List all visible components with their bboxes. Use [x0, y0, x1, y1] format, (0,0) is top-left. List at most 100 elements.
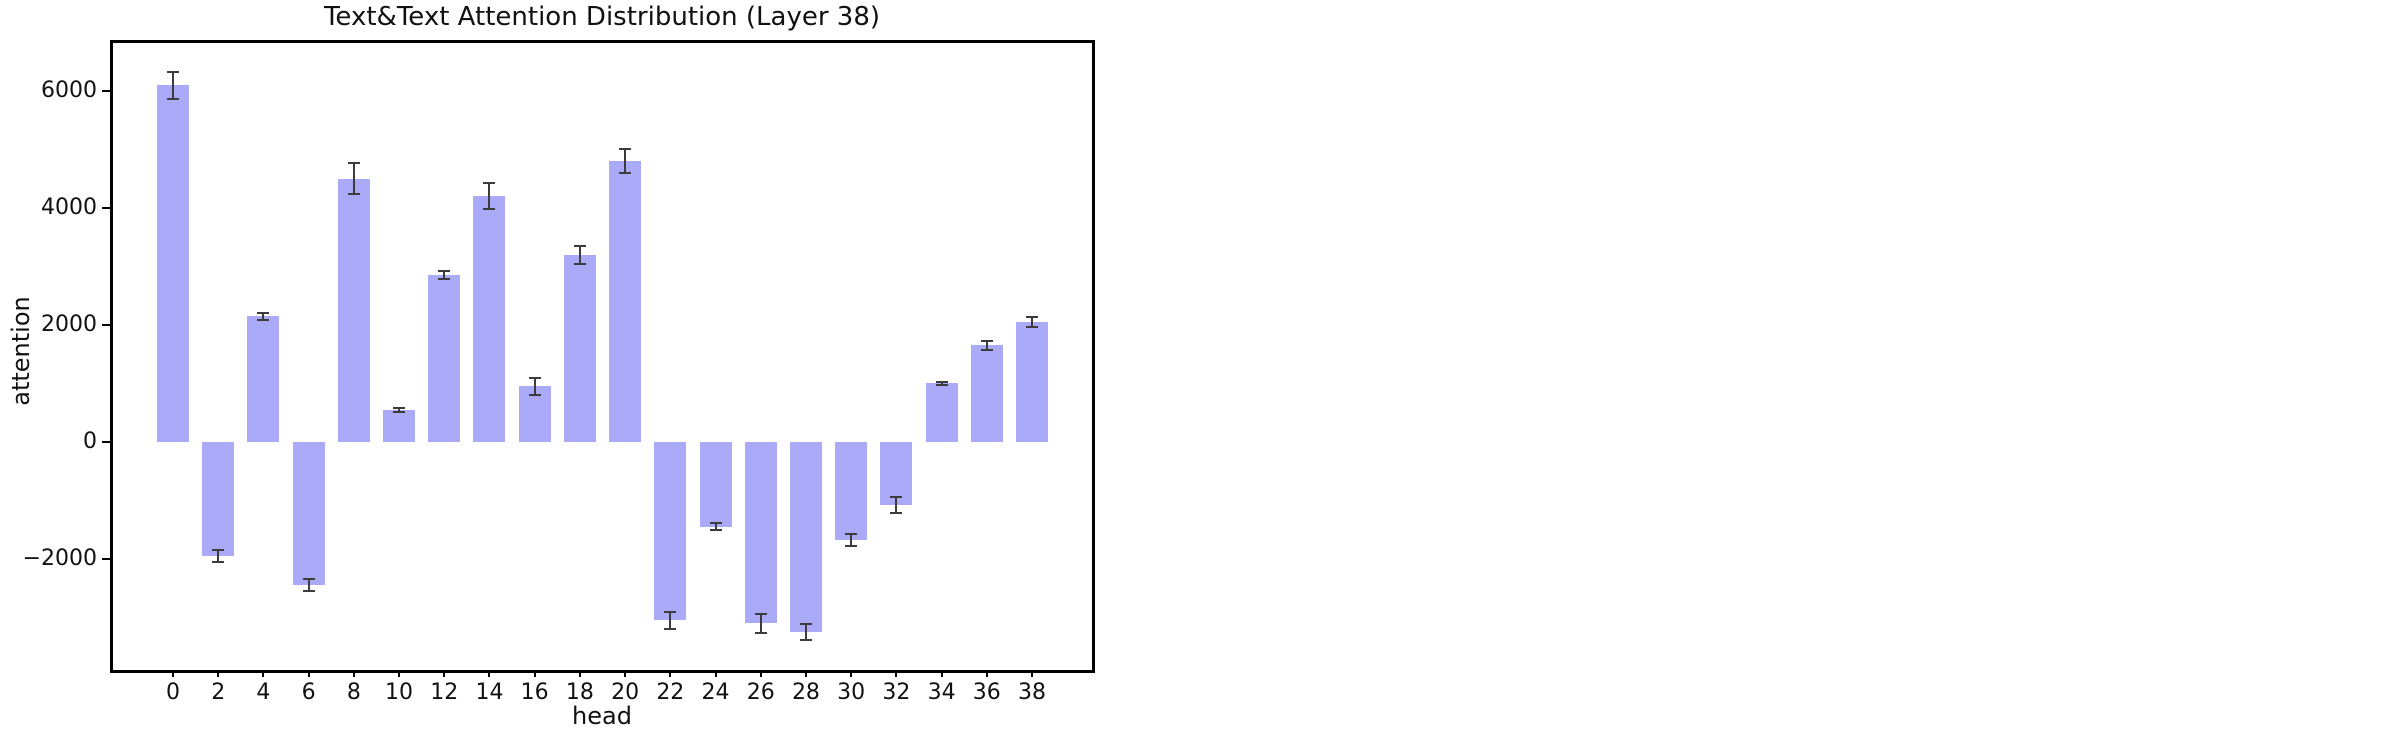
error-bar-cap: [754, 631, 767, 634]
x-tick-label: 4: [256, 680, 271, 705]
x-tick: [804, 670, 807, 677]
x-tick-label: 14: [475, 680, 504, 705]
error-bar-cap: [709, 529, 722, 532]
x-tick: [578, 670, 581, 677]
x-tick-label: 38: [1018, 680, 1046, 705]
error-bar-cap: [709, 522, 722, 525]
x-tick-label: 30: [837, 680, 866, 705]
error-bar: [307, 579, 310, 592]
error-bar-cap: [890, 512, 903, 515]
x-tick: [533, 670, 536, 677]
error-bar-cap: [980, 349, 993, 352]
error-bar: [352, 162, 355, 195]
bar-head-14: [473, 196, 506, 442]
error-bar-cap: [528, 393, 541, 396]
x-tick: [307, 670, 310, 677]
bar-head-34: [925, 383, 958, 442]
x-tick: [352, 670, 355, 677]
y-tick-label: 4000: [41, 194, 97, 220]
error-bar-cap: [573, 244, 586, 247]
x-tick: [895, 670, 898, 677]
x-tick: [488, 670, 491, 677]
bar-head-2: [202, 441, 235, 556]
x-tick-label: 6: [301, 680, 316, 705]
y-tick: [102, 323, 110, 326]
x-tick: [1031, 670, 1033, 677]
error-bar: [533, 378, 536, 395]
bar-head-38: [1016, 321, 1048, 442]
y-tick: [102, 440, 110, 443]
error-bar-cap: [257, 311, 270, 314]
x-tick: [217, 670, 220, 677]
error-bar: [624, 149, 627, 173]
error-bar: [1031, 316, 1033, 328]
error-bar: [895, 496, 898, 514]
x-tick: [850, 670, 853, 677]
error-bar: [217, 550, 220, 562]
error-bar-cap: [664, 610, 677, 613]
error-bar: [443, 271, 446, 280]
x-tick: [262, 670, 265, 677]
x-tick-label: 2: [211, 680, 226, 705]
bar-head-4: [247, 316, 280, 442]
error-bar-cap: [257, 318, 270, 321]
plot-area: 6000 4000 2000 0 −2000 0 2 4 6 8 10 12 14 16 18 20 22 24 2…: [23, 40, 1095, 705]
error-bar-cap: [980, 339, 993, 342]
x-tick-label: 20: [611, 680, 640, 705]
y-tick-label: 0: [83, 428, 97, 454]
error-bar-cap: [935, 384, 948, 387]
y-tick: [102, 206, 110, 209]
error-bar-cap: [393, 406, 406, 409]
bar-head-22: [654, 441, 687, 621]
x-tick-label: 32: [882, 680, 911, 705]
bar-head-36: [970, 345, 1003, 442]
error-bar-cap: [212, 560, 225, 563]
x-tick: [940, 670, 943, 677]
x-tick-label: 12: [430, 680, 459, 705]
bar-head-8: [337, 178, 370, 442]
x-tick-label: 28: [791, 680, 820, 705]
y-tick: [102, 89, 110, 92]
x-tick-label: 34: [927, 680, 956, 705]
x-tick: [759, 670, 762, 677]
error-bar-cap: [890, 495, 903, 498]
x-tick-label: 0: [166, 680, 180, 705]
error-bar-cap: [167, 97, 179, 100]
x-axis-label: head: [572, 702, 632, 730]
bar-head-10: [383, 409, 416, 442]
error-bar-cap: [619, 148, 632, 151]
error-bar-cap: [347, 193, 360, 196]
x-tick-label: 18: [565, 680, 594, 705]
x-tick-label: 24: [701, 680, 730, 705]
x-tick-label: 16: [520, 680, 549, 705]
error-bar: [850, 534, 853, 546]
error-bar-cap: [1026, 315, 1038, 318]
bar-head-20: [609, 161, 642, 442]
error-bar-cap: [754, 612, 767, 615]
error-bar-cap: [212, 549, 225, 552]
x-tick: [398, 670, 401, 677]
bar-head-32: [880, 441, 913, 506]
x-tick: [985, 670, 988, 677]
bar-head-28: [789, 441, 822, 632]
bar-head-16: [518, 386, 551, 442]
x-tick-label: 8: [346, 680, 361, 705]
bar-head-18: [563, 254, 596, 442]
bar-head-0: [157, 85, 189, 442]
error-bar-cap: [799, 639, 812, 642]
x-tick: [714, 670, 717, 677]
x-tick-label: 22: [656, 680, 685, 705]
error-bar-cap: [799, 622, 812, 625]
error-bar: [759, 613, 762, 633]
bar-head-12: [428, 275, 461, 442]
chart-title: Text&Text Attention Distribution (Layer …: [323, 2, 881, 32]
error-bar-cap: [438, 270, 451, 273]
error-bar-cap: [483, 182, 496, 185]
bar-head-24: [699, 441, 732, 527]
error-bar-cap: [528, 377, 541, 380]
text-text-chart: Text&Text Attention Distribution (Layer …: [7, 2, 1095, 730]
error-bar-cap: [302, 590, 315, 593]
error-bar-cap: [845, 533, 858, 536]
error-bar-cap: [664, 628, 677, 631]
